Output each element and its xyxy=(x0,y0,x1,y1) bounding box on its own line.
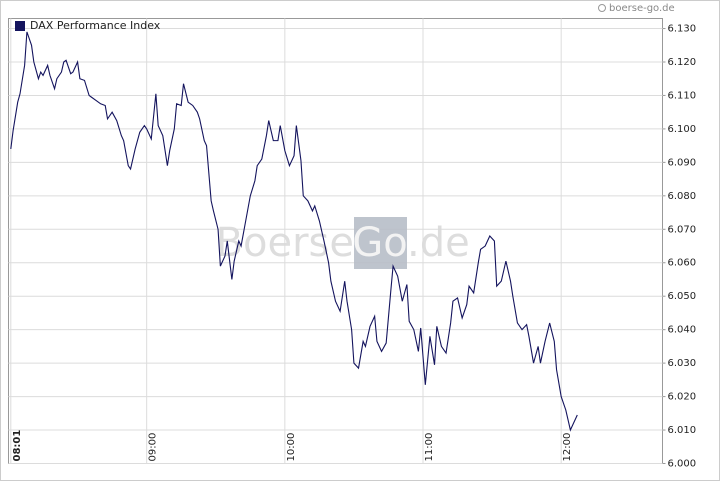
x-tick-label: 09:00 xyxy=(148,433,159,462)
y-tick-label: 6.060 xyxy=(668,258,697,269)
x-tick-label: 10:00 xyxy=(286,433,297,462)
y-tick-label: 6.030 xyxy=(668,358,697,369)
x-tick-label: 08:01 xyxy=(12,430,23,462)
y-tick-label: 6.120 xyxy=(668,57,697,68)
source: boerse-go.de xyxy=(609,3,675,14)
line xyxy=(10,31,578,432)
y-tick-label: 6.090 xyxy=(668,157,697,168)
watermark-text: Go xyxy=(352,220,407,266)
y-tick-label: 6.040 xyxy=(668,325,697,336)
watermark-text: .de xyxy=(407,220,470,266)
y-tick-label: 6.130 xyxy=(668,24,697,35)
x-tick-label: 11:00 xyxy=(424,433,435,462)
y-tick-label: 6.010 xyxy=(668,425,697,436)
legend-swatch xyxy=(15,21,25,31)
x-tick-label: 12:00 xyxy=(562,433,573,462)
y-tick-label: 6.050 xyxy=(668,291,697,302)
watermark: Boerse Go .de xyxy=(216,217,470,269)
y-tick-label: 6.100 xyxy=(668,124,697,135)
watermark-text: Boerse xyxy=(216,220,354,266)
legend-label: DAX Performance Index xyxy=(30,19,161,32)
y-tick-label: 6.020 xyxy=(668,392,697,403)
y-tick-label: 6.080 xyxy=(668,191,697,202)
y-tick-label: 6.070 xyxy=(668,224,697,235)
plot-area xyxy=(8,18,663,464)
watermark-box xyxy=(354,217,407,269)
y-tick-label: 6.110 xyxy=(668,90,697,101)
y-tick-label: 6.000 xyxy=(668,459,697,470)
source-icon xyxy=(598,4,606,12)
